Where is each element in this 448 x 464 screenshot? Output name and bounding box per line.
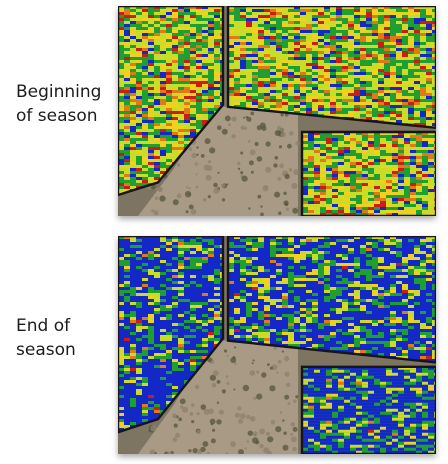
- field-heatmap: [118, 236, 436, 454]
- panel-end-of-season: End of season: [0, 230, 448, 464]
- panel-label: Beginning of season: [16, 80, 101, 128]
- field-heatmap: [118, 6, 436, 216]
- panel-label: End of season: [16, 314, 76, 362]
- panel-label-line: of season: [16, 106, 98, 126]
- panel-beginning-of-season: Beginning of season: [0, 0, 448, 226]
- field-bottom: [300, 365, 436, 454]
- field-top: [226, 6, 436, 130]
- aerial-field-map: [118, 6, 436, 216]
- field-bottom: [300, 130, 436, 216]
- panel-label-line: Beginning: [16, 82, 102, 102]
- aerial-field-map: [118, 236, 436, 454]
- panel-label-line: season: [16, 340, 76, 360]
- panel-label-line: End of: [16, 316, 71, 336]
